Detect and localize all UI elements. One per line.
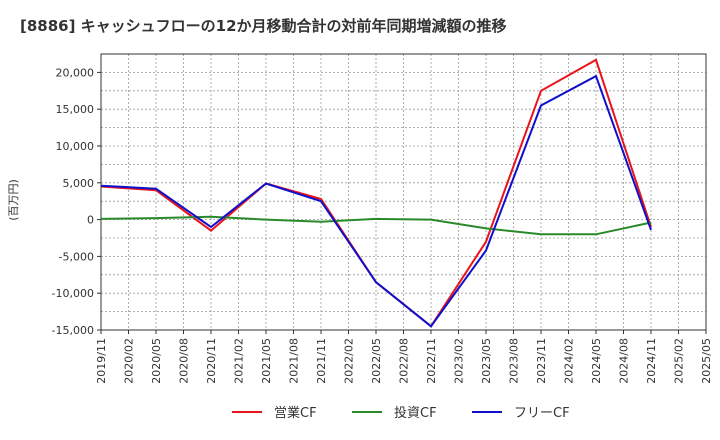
series-line-投資CF xyxy=(100,215,652,236)
x-tick-label: 2023/08 xyxy=(508,338,521,384)
y-tick-label: 0 xyxy=(87,214,94,227)
x-tick-label: 2020/05 xyxy=(150,338,163,384)
x-tick-label: 2023/02 xyxy=(453,338,466,384)
legend-label: 営業CF xyxy=(274,405,317,421)
x-tick-label: 2020/02 xyxy=(123,338,136,384)
y-axis-label: (百万円) xyxy=(7,179,20,221)
x-tick-label: 2025/02 xyxy=(673,338,686,384)
legend-label: フリーCF xyxy=(514,406,570,421)
x-tick-label: 2020/08 xyxy=(178,338,191,384)
x-tick-label: 2024/02 xyxy=(563,338,576,384)
legend-label: 投資CF xyxy=(394,405,437,421)
x-tick-label: 2023/11 xyxy=(535,338,548,384)
x-tick-label: 2021/08 xyxy=(288,338,301,384)
y-axis-ticks: 20,000 15,000 10,000 5,000 0 -5,000 -10,000 -15… xyxy=(52,66,101,337)
x-tick-label: 2025/05 xyxy=(700,338,713,384)
x-tick-label: 2022/02 xyxy=(343,338,356,384)
x-tick-label: 2022/05 xyxy=(370,338,383,384)
chart-title: [8886] キャッシュフローの12か月移動合計の対前年同期増減額の推移 xyxy=(20,17,507,35)
grid-lines xyxy=(101,54,706,330)
x-tick-label: 2021/02 xyxy=(233,338,246,384)
y-tick-label: 10,000 xyxy=(56,140,95,153)
x-tick-label: 2024/08 xyxy=(618,338,631,384)
x-tick-label: 2022/11 xyxy=(425,338,438,384)
y-tick-label: -15,000 xyxy=(52,324,94,337)
x-tick-label: 2021/05 xyxy=(260,338,273,384)
x-tick-label: 2021/11 xyxy=(315,338,328,384)
x-tick-label: 2024/11 xyxy=(645,338,658,384)
y-tick-label: 5,000 xyxy=(63,177,95,190)
x-tick-label: 2024/05 xyxy=(590,338,603,384)
x-tick-label: 2022/08 xyxy=(398,338,411,384)
x-axis-ticks: 2019/11 2020/02 2020/05 2020/08 2020/11 2021/… xyxy=(95,330,713,384)
y-tick-label: 20,000 xyxy=(56,66,95,79)
x-tick-label: 2023/05 xyxy=(480,338,493,384)
y-tick-label: 15,000 xyxy=(56,103,95,116)
x-tick-label: 2019/11 xyxy=(95,338,108,384)
legend: 営業CF 投資CF フリーCF xyxy=(232,405,570,421)
series-lines xyxy=(100,58,652,328)
y-tick-label: -10,000 xyxy=(52,287,94,300)
y-tick-label: -5,000 xyxy=(59,250,94,263)
x-tick-label: 2020/11 xyxy=(205,338,218,384)
series-line-フリーCF xyxy=(100,74,652,328)
